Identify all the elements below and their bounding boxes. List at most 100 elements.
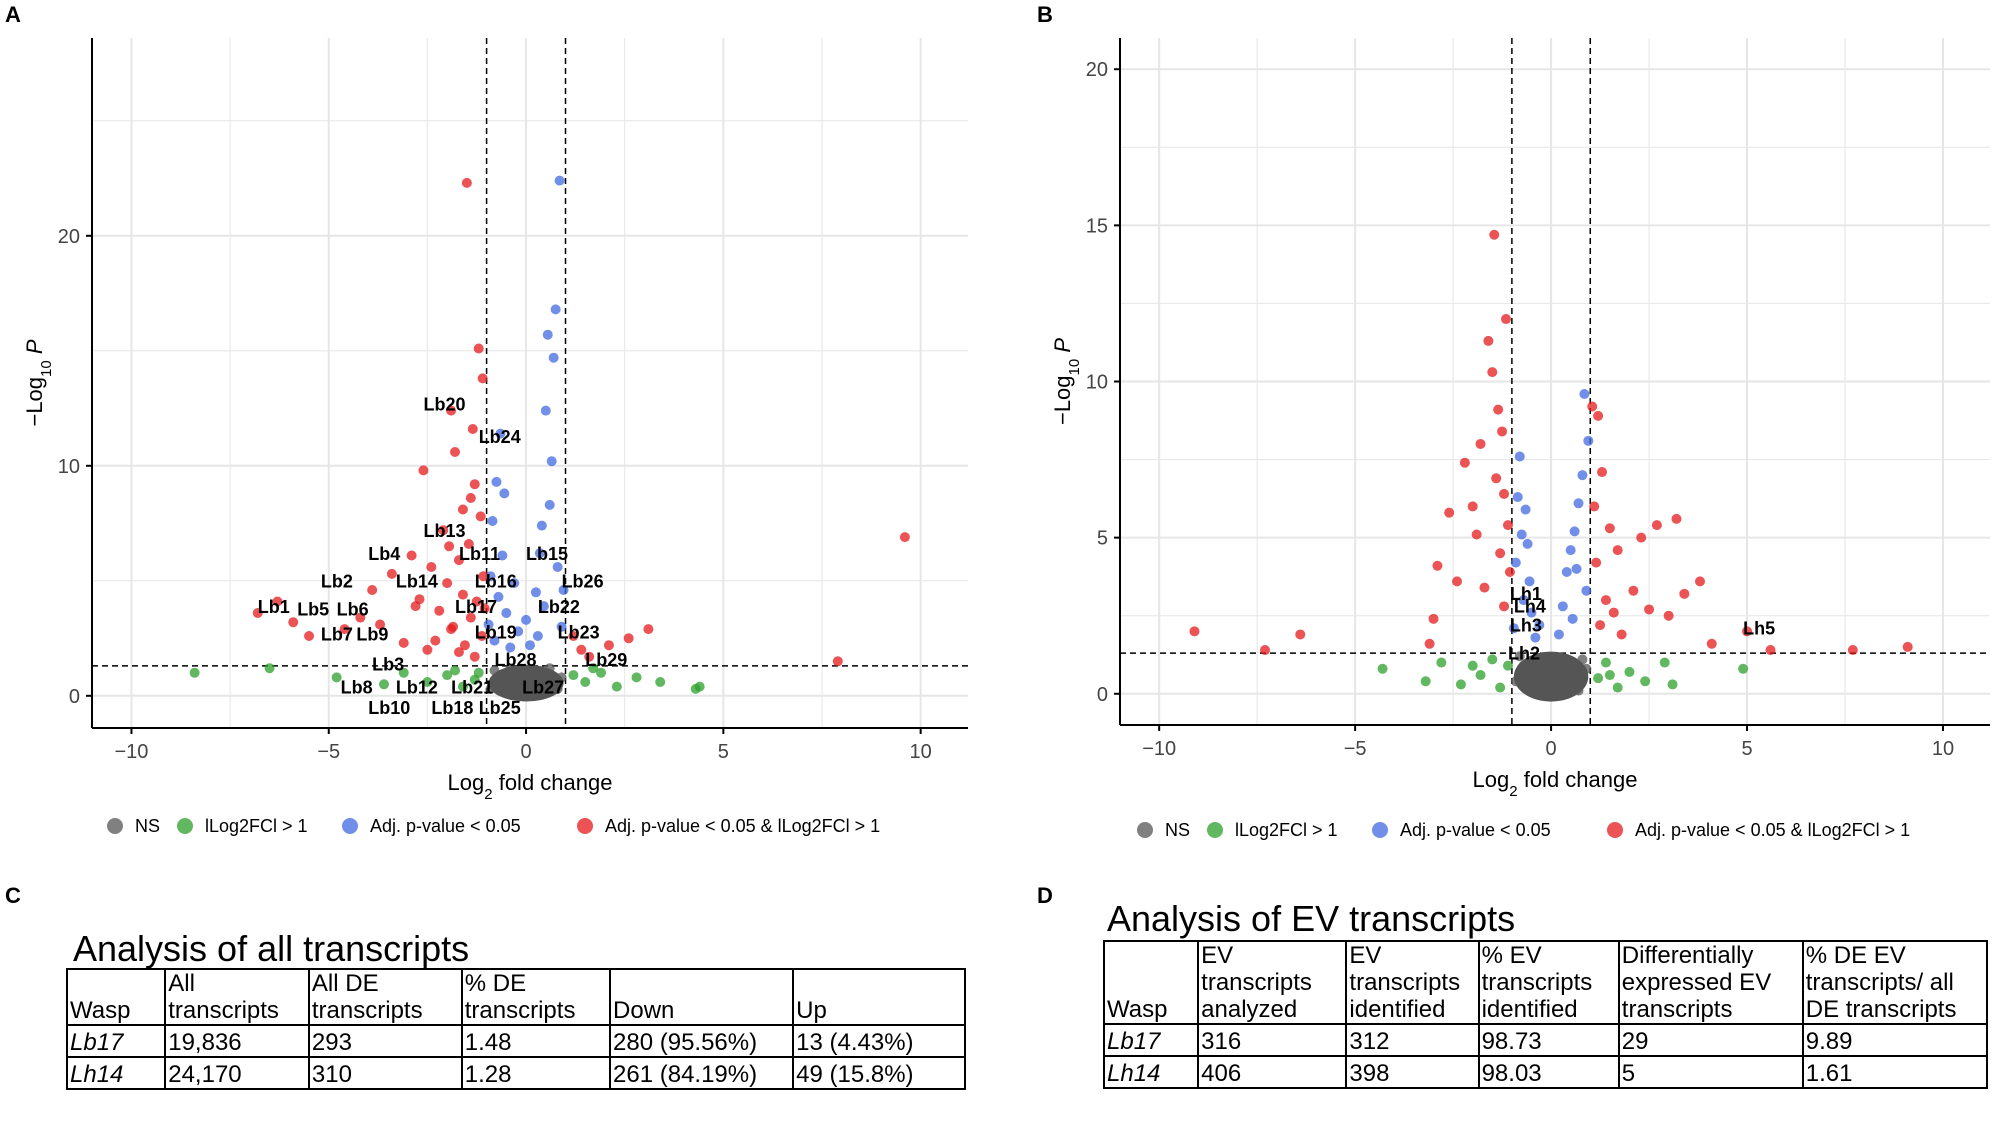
ns-point <box>1557 654 1568 665</box>
ns-point <box>485 683 496 694</box>
p-point <box>509 578 520 589</box>
sig-point <box>461 177 472 188</box>
y-tick-label: 0 <box>69 686 80 708</box>
ns-point <box>1565 666 1576 677</box>
p-point <box>1567 613 1578 624</box>
table-cell: 1.28 <box>460 1056 612 1090</box>
ns-point <box>489 665 500 676</box>
p-point <box>532 631 543 641</box>
ns-point <box>509 681 520 692</box>
sig-point <box>418 465 429 476</box>
panel-letter-b: B <box>1037 2 1053 27</box>
sig-point <box>1432 560 1443 571</box>
sig-point <box>442 578 453 589</box>
p-point <box>483 619 494 630</box>
fc-point <box>1467 660 1478 671</box>
fc-point <box>442 670 453 681</box>
fc-point <box>189 667 200 678</box>
sig-point <box>463 539 474 549</box>
sig-point <box>1424 638 1435 649</box>
gene-label: Lb21 <box>451 678 493 698</box>
gene-label: Lb1 <box>258 597 290 617</box>
sig-point <box>386 568 397 579</box>
p-point <box>513 626 524 637</box>
x-tick-label: −5 <box>1344 738 1367 760</box>
ns-point <box>1534 657 1545 668</box>
table-cell: Lb17 <box>1102 1023 1200 1057</box>
gene-label: Lb22 <box>538 597 580 617</box>
gene-label: Lb16 <box>475 572 517 592</box>
ns-point <box>1510 676 1521 687</box>
sig-point <box>467 424 478 434</box>
sig-point <box>1902 641 1913 652</box>
panel-letter-c: C <box>5 883 21 908</box>
p-point <box>485 571 496 582</box>
sig-point <box>406 550 417 561</box>
gene-label: Lb20 <box>423 395 465 415</box>
fc-point <box>1604 670 1615 681</box>
ns-point <box>1546 688 1557 699</box>
sig-point <box>367 585 378 595</box>
table-cell: 280 (95.56%) <box>609 1024 795 1058</box>
sig-point <box>1499 488 1510 499</box>
p-point <box>1583 435 1594 446</box>
p-point <box>556 621 567 632</box>
p-point <box>499 488 510 499</box>
x-tick-label: 0 <box>1546 738 1557 760</box>
gene-label: Lb26 <box>562 572 604 592</box>
sig-point <box>476 631 487 641</box>
p-point <box>495 428 506 439</box>
p-point <box>525 640 535 651</box>
gene-label: Lb17 <box>455 597 497 617</box>
p-point <box>1571 563 1582 574</box>
table-cell: Lb17 <box>65 1024 167 1058</box>
x-tick-label: 5 <box>718 741 729 763</box>
sig-point <box>576 644 587 655</box>
fc-point <box>1593 673 1604 684</box>
p-point <box>1518 595 1529 606</box>
p-point <box>1530 632 1541 643</box>
sig-point <box>1742 626 1753 637</box>
table-cell: 261 (84.19%) <box>609 1056 795 1090</box>
sig-point <box>1847 645 1858 656</box>
fc-point <box>596 667 607 678</box>
sig-point <box>1452 576 1463 587</box>
sig-point <box>1189 626 1200 637</box>
gene-label: Lb2 <box>321 572 353 592</box>
sig-point <box>1502 520 1513 531</box>
fc-point <box>1487 654 1498 665</box>
p-point <box>540 405 551 416</box>
sig-point <box>1467 501 1478 512</box>
sig-point <box>475 511 486 522</box>
fc-point <box>331 672 342 683</box>
gene-label: Lb12 <box>396 678 438 698</box>
legend-key <box>1607 822 1623 838</box>
sig-point <box>339 624 350 635</box>
sig-point <box>453 647 464 658</box>
table-cell: 13 (4.43%) <box>792 1024 966 1058</box>
ns-point <box>1518 660 1529 671</box>
p-point <box>497 550 508 561</box>
fc-point <box>473 667 484 678</box>
sig-point <box>1428 613 1439 624</box>
legend-key <box>107 818 123 834</box>
sig-point <box>1495 548 1506 559</box>
p-point <box>552 562 563 572</box>
sig-point <box>1459 457 1470 468</box>
table-header-cell: All transcripts <box>164 968 310 1026</box>
legend-label: NS <box>1165 820 1190 840</box>
fc-point <box>457 681 468 692</box>
sig-point <box>1504 566 1515 577</box>
sig-point <box>434 605 445 616</box>
ns-point <box>1577 654 1588 665</box>
table-header-cell: Up <box>792 968 966 1026</box>
y-tick-label: 5 <box>1097 528 1108 550</box>
table-header-cell: Differentially expressed EV transcripts <box>1617 940 1804 1025</box>
table-cell: 310 <box>307 1056 463 1090</box>
sig-point <box>1589 501 1600 512</box>
sig-point <box>1651 520 1662 531</box>
sig-point <box>446 405 457 416</box>
table-header-cell: % DE transcripts <box>460 968 612 1026</box>
gene-label: Lb6 <box>337 599 369 619</box>
sig-point <box>1260 645 1270 656</box>
